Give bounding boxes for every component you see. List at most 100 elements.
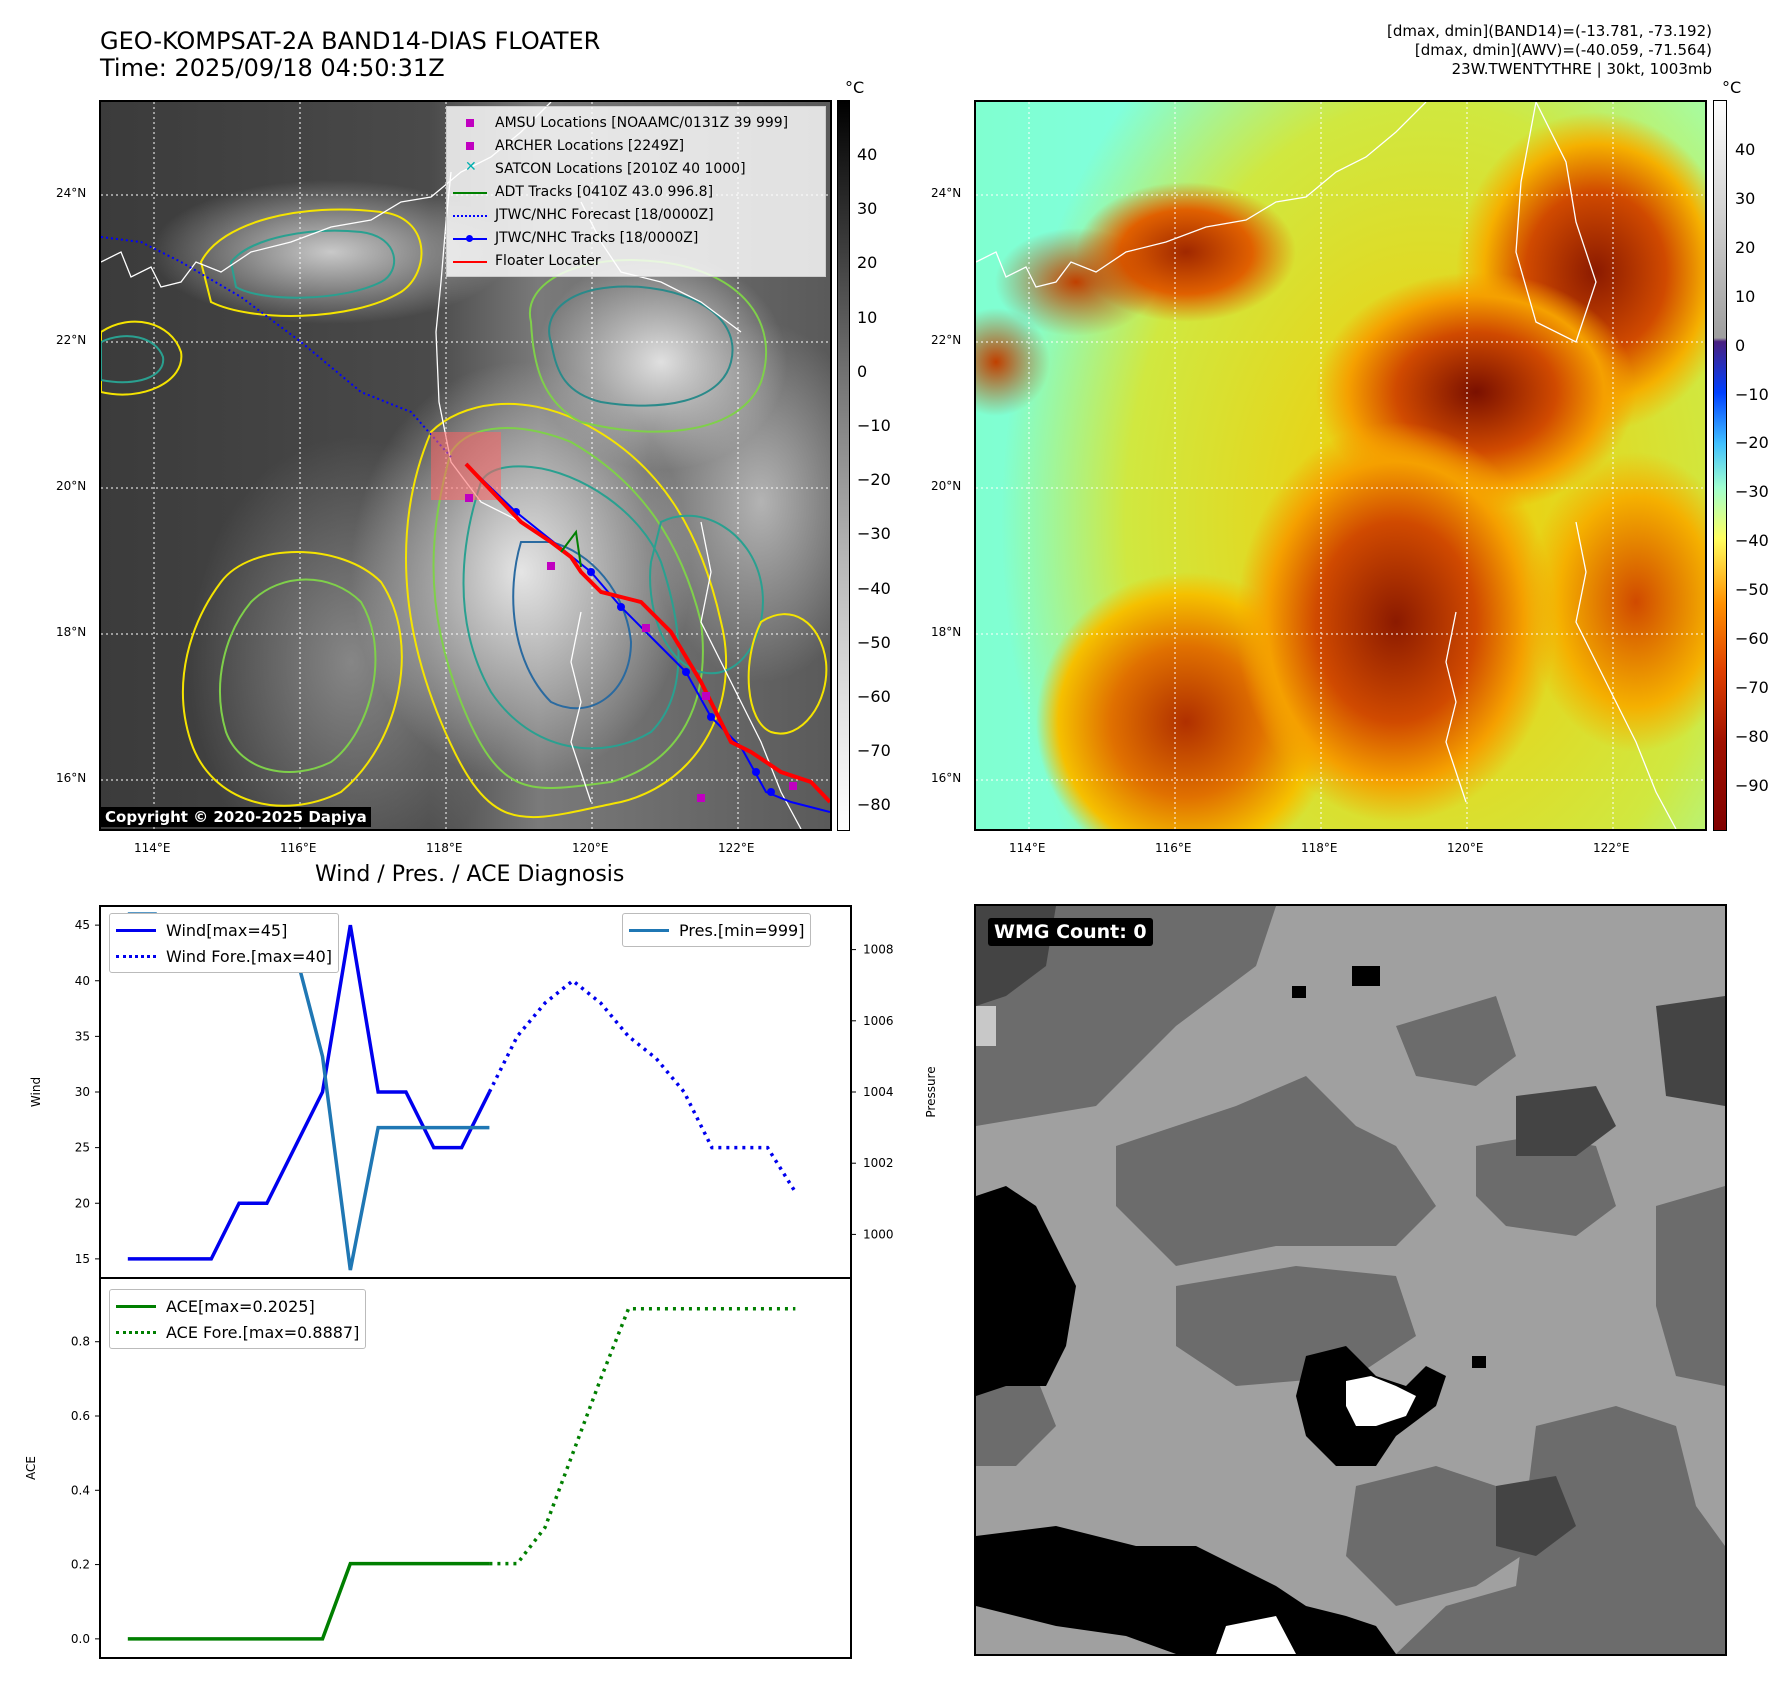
wmg-count-badge: WMG Count: 0 bbox=[988, 918, 1153, 946]
line-icon bbox=[629, 928, 669, 932]
ace-forecast-series-line bbox=[489, 1307, 796, 1566]
ir-colorbar-tick-label: −20 bbox=[857, 470, 891, 490]
copyright-label: Copyright © 2020-2025 Dapiya bbox=[101, 807, 371, 827]
wind-forecast-series-line bbox=[487, 978, 797, 1194]
ir-colorbar-tick-label: −60 bbox=[857, 687, 891, 706]
awv-colorbar-tick-label: −20 bbox=[1735, 433, 1769, 453]
awv-colorbar bbox=[1713, 100, 1727, 831]
ir-colorbar-tick-label: −50 bbox=[857, 632, 891, 652]
awv-colorbar-tick-label: −80 bbox=[1735, 726, 1769, 746]
pressure-tick-label: 1000 bbox=[863, 1227, 894, 1241]
awv-lon-label-118: 118°E bbox=[1301, 841, 1338, 855]
awv-lat-label-24: 24°N bbox=[931, 186, 962, 200]
info-line-3: 23W.TWENTYTHRE | 30kt, 1003mb bbox=[1451, 60, 1712, 78]
wind-tick-label: 15 bbox=[75, 1252, 90, 1266]
ace-legend: ACE[max=0.2025] ACE Fore.[max=0.8887] bbox=[109, 1289, 367, 1349]
wind-tick-label: 40 bbox=[75, 974, 90, 988]
awv-map-overlay bbox=[976, 102, 1705, 829]
ace-axes-frame bbox=[99, 1277, 852, 1659]
wind-axis-label: Wind bbox=[29, 1077, 43, 1107]
ace-tick-label: 0.2 bbox=[71, 1558, 90, 1572]
legend-row-ace-fore: ACE Fore.[max=0.8887] bbox=[116, 1319, 359, 1345]
awv-colorbar-tick-label: −70 bbox=[1735, 677, 1769, 697]
ace-tick-label: 0.6 bbox=[71, 1409, 90, 1423]
square-marker-icon bbox=[453, 116, 487, 130]
legend-row-jtwc-forecast: JTWC/NHC Forecast [18/0000Z] bbox=[453, 203, 819, 226]
ace-tick-label: 0.0 bbox=[71, 1632, 90, 1646]
line-icon bbox=[116, 928, 156, 932]
awv-colorbar-tick-label: −60 bbox=[1735, 629, 1769, 648]
awv-colorbar-tick-label: −10 bbox=[1735, 384, 1769, 404]
x-marker-icon: ✕ bbox=[465, 158, 477, 175]
ir-colorbar-tick-label: −70 bbox=[857, 741, 891, 761]
awv-colorbar-tick-label: −90 bbox=[1735, 775, 1769, 795]
pressure-tick-label: 1002 bbox=[863, 1156, 894, 1170]
awv-lon-label-114: 114°E bbox=[1009, 841, 1046, 855]
wind-series-line bbox=[127, 924, 491, 1261]
line-dot-icon bbox=[453, 231, 487, 245]
awv-lon-label-116: 116°E bbox=[1155, 841, 1192, 855]
ir-map-panel: AMSU Locations [NOAAMC/0131Z 39 999] ARC… bbox=[99, 100, 832, 831]
wind-tick-label: 30 bbox=[75, 1085, 90, 1099]
legend-row-wind: Wind[max=45] bbox=[116, 917, 332, 943]
wmg-image bbox=[976, 906, 1725, 1654]
awv-colorbar-tick-label: −50 bbox=[1735, 580, 1769, 600]
figure-title: GEO-KOMPSAT-2A BAND14-DIAS FLOATER Time:… bbox=[100, 28, 600, 82]
title-line-1: GEO-KOMPSAT-2A BAND14-DIAS FLOATER bbox=[100, 27, 601, 55]
awv-colorbar-tick-label: 20 bbox=[1735, 237, 1756, 257]
legend-row-pres: Pres.[min=999] bbox=[629, 917, 804, 943]
awv-colorbar-unit: °C bbox=[1722, 78, 1742, 97]
ace-axis-label: ACE bbox=[24, 1456, 38, 1480]
legend-row-wind-fore: Wind Fore.[max=40] bbox=[116, 943, 332, 969]
awv-lon-label-120: 120°E bbox=[1447, 841, 1484, 855]
awv-colorbar-tick-label: 10 bbox=[1735, 286, 1756, 306]
awv-colorbar-tick-label: 0 bbox=[1735, 335, 1746, 355]
ir-colorbar-tick-label: −80 bbox=[857, 795, 891, 815]
legend-row-archer: ARCHER Locations [2249Z] bbox=[453, 134, 819, 157]
ir-lat-label-18: 18°N bbox=[56, 625, 87, 639]
awv-lat-label-18: 18°N bbox=[931, 625, 962, 639]
ir-lat-label-16: 16°N bbox=[56, 771, 87, 785]
line-icon bbox=[116, 1304, 156, 1308]
awv-lat-label-22: 22°N bbox=[931, 333, 962, 347]
diagnosis-title: Wind / Pres. / ACE Diagnosis bbox=[315, 862, 625, 887]
legend-row-satcon: ✕ SATCON Locations [2010Z 40 1000] bbox=[453, 157, 819, 180]
ace-tick-label: 0.4 bbox=[71, 1483, 90, 1497]
ir-colorbar-tick-label: 20 bbox=[857, 253, 878, 273]
ir-lat-label-22: 22°N bbox=[56, 333, 87, 347]
pressure-tick-label: 1006 bbox=[863, 1014, 894, 1028]
ir-colorbar-tick-label: 0 bbox=[857, 361, 868, 381]
ir-colorbar-tick-label: 10 bbox=[857, 307, 878, 327]
info-line-1: [dmax, dmin](BAND14)=(-13.781, -73.192) bbox=[1387, 22, 1712, 40]
ace-tick-label: 0.8 bbox=[71, 1335, 90, 1349]
legend-row-adt: ADT Tracks [0410Z 43.0 996.8] bbox=[453, 180, 819, 203]
line-icon bbox=[453, 254, 487, 268]
awv-lat-label-20: 20°N bbox=[931, 479, 962, 493]
ir-lon-label-122: 122°E bbox=[718, 841, 755, 855]
dotted-line-icon bbox=[453, 208, 487, 222]
ace-series-line bbox=[127, 1561, 490, 1641]
awv-lat-label-16: 16°N bbox=[931, 771, 962, 785]
ir-colorbar-tick-label: −30 bbox=[857, 524, 891, 544]
info-block: [dmax, dmin](BAND14)=(-13.781, -73.192) … bbox=[1387, 22, 1712, 79]
ir-lon-label-118: 118°E bbox=[426, 841, 463, 855]
ir-colorbar bbox=[837, 100, 850, 831]
ir-lat-label-24: 24°N bbox=[56, 186, 87, 200]
wind-tick-label: 35 bbox=[75, 1029, 90, 1043]
legend-row-floater: Floater Locater bbox=[453, 249, 819, 272]
ir-map-legend: AMSU Locations [NOAAMC/0131Z 39 999] ARC… bbox=[446, 106, 826, 277]
legend-row-jtwc-tracks: JTWC/NHC Tracks [18/0000Z] bbox=[453, 226, 819, 249]
wind-tick-label: 20 bbox=[75, 1196, 90, 1210]
dotted-line-icon bbox=[116, 1330, 156, 1334]
pressure-tick-label: 1004 bbox=[863, 1085, 894, 1099]
pressure-axis-label: Pressure bbox=[924, 1066, 938, 1117]
info-line-2: [dmax, dmin](AWV)=(-40.059, -71.564) bbox=[1414, 41, 1712, 59]
ir-lon-label-114: 114°E bbox=[134, 841, 171, 855]
legend-row-amsu: AMSU Locations [NOAAMC/0131Z 39 999] bbox=[453, 111, 819, 134]
awv-colorbar-tick-label: 40 bbox=[1735, 140, 1756, 159]
ir-lon-label-116: 116°E bbox=[280, 841, 317, 855]
line-icon bbox=[453, 185, 487, 199]
pressure-legend: Pres.[min=999] bbox=[622, 913, 812, 947]
square-marker-icon bbox=[453, 139, 487, 153]
dotted-line-icon bbox=[116, 954, 156, 958]
